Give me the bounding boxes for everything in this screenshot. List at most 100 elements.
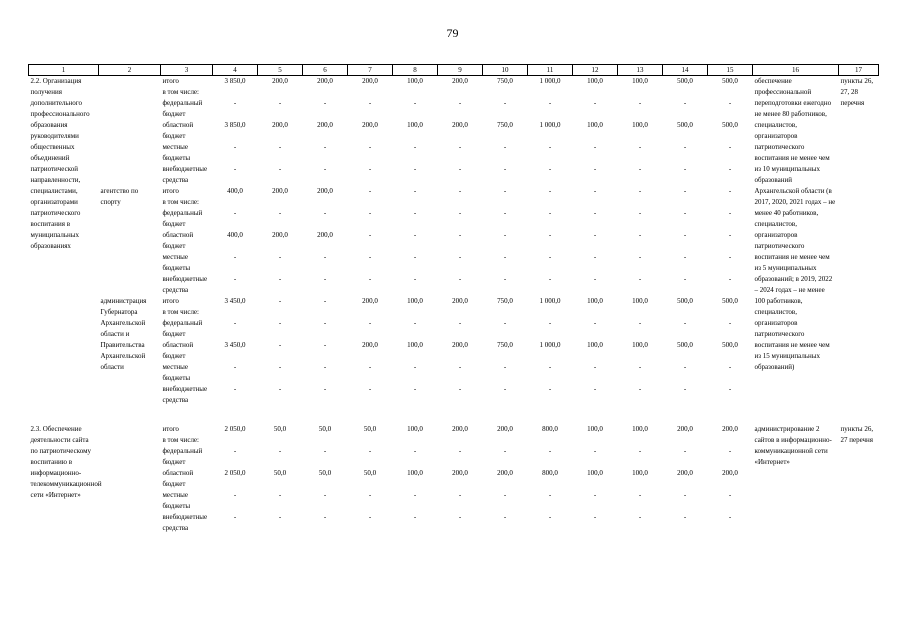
budget-line-label: областной бюджет: [162, 469, 194, 488]
value-cell: [348, 197, 393, 208]
budget-line-label: федеральный бюджет: [162, 99, 203, 118]
value-cell: [483, 435, 528, 446]
value-cell: 200,0: [362, 297, 378, 305]
value-cell: 100,0: [632, 469, 648, 477]
value-cell: 500,0: [722, 341, 738, 349]
value-cell: 3 850,0: [224, 77, 246, 85]
value-cell: -: [278, 143, 282, 151]
value-cell: 200,0: [452, 425, 468, 433]
value-cell: -: [233, 363, 237, 371]
value-cell: -: [323, 253, 327, 261]
table-row: областной бюджет 400,0 200,0 200,0 - - - - - - - - -: [29, 230, 879, 252]
value-cell: -: [593, 99, 597, 107]
value-cell: -: [323, 491, 327, 499]
value-cell: -: [458, 491, 462, 499]
table-row: 2.3. Обеспечение деятельности сайта по п…: [29, 424, 879, 499]
value-cell: 200,0: [452, 341, 468, 349]
value-cell: 200,0: [272, 121, 288, 129]
budget-line-label: внебюджетные средства: [162, 385, 208, 404]
value-cell: 50,0: [318, 469, 332, 477]
value-cell: [213, 435, 258, 446]
budget-line-label: федеральный бюджет: [162, 447, 203, 466]
value-cell: 100,0: [407, 77, 423, 85]
value-cell: -: [503, 275, 507, 283]
value-cell: [618, 87, 663, 98]
page-number: 79: [446, 26, 459, 40]
value-cell: 200,0: [452, 77, 468, 85]
table-row: в том числе:: [29, 435, 879, 446]
value-cell: -: [548, 253, 552, 261]
budget-line-label: федеральный бюджет: [162, 319, 203, 338]
value-cell: 200,0: [497, 425, 513, 433]
value-cell: -: [458, 231, 462, 239]
value-cell: -: [368, 165, 372, 173]
value-cell: -: [728, 209, 732, 217]
value-cell: [663, 87, 708, 98]
column-number-header: 7: [347, 64, 393, 76]
value-cell: -: [323, 297, 327, 305]
value-cell: -: [683, 143, 687, 151]
value-cell: 200,0: [452, 297, 468, 305]
column-number-header: 1: [28, 64, 99, 76]
value-cell: -: [593, 491, 597, 499]
value-cell: [483, 87, 528, 98]
value-cell: -: [323, 385, 327, 393]
value-cell: -: [233, 319, 237, 327]
value-cell: -: [548, 385, 552, 393]
value-cell: -: [728, 513, 732, 521]
value-cell: -: [323, 275, 327, 283]
value-cell: [258, 197, 303, 208]
value-cell: -: [503, 231, 507, 239]
value-cell: 100,0: [407, 121, 423, 129]
value-cell: [438, 307, 483, 318]
value-cell: 3 450,0: [224, 297, 246, 305]
value-cell: -: [683, 363, 687, 371]
value-cell: -: [593, 143, 597, 151]
budget-line-label: областной бюджет: [162, 231, 194, 250]
value-cell: 100,0: [632, 77, 648, 85]
value-cell: -: [593, 513, 597, 521]
value-cell: -: [503, 99, 507, 107]
value-cell: 200,0: [317, 121, 333, 129]
value-cell: -: [548, 363, 552, 371]
value-cell: -: [368, 99, 372, 107]
value-cell: -: [233, 513, 237, 521]
value-cell: 100,0: [587, 77, 603, 85]
value-cell: 100,0: [407, 341, 423, 349]
budget-line-label: областной бюджет: [162, 121, 194, 140]
value-cell: [213, 87, 258, 98]
table-row: внебюджетные средства - - - - - - - - - - - -: [29, 274, 879, 296]
table-row: федеральный бюджет - - - - - - - - - - - -: [29, 208, 879, 230]
budget-line-label: итого: [162, 297, 179, 305]
value-cell: -: [458, 143, 462, 151]
column-number-header: 10: [482, 64, 528, 76]
value-cell: -: [593, 385, 597, 393]
value-cell: [483, 197, 528, 208]
budget-line-label: областной бюджет: [162, 341, 194, 360]
value-cell: -: [278, 297, 282, 305]
value-cell: -: [683, 253, 687, 261]
value-cell: -: [323, 99, 327, 107]
value-cell: 1 000,0: [539, 121, 561, 129]
value-cell: -: [593, 187, 597, 195]
value-cell: -: [413, 491, 417, 499]
value-cell: -: [728, 385, 732, 393]
value-cell: -: [233, 253, 237, 261]
value-cell: -: [278, 165, 282, 173]
value-cell: [213, 307, 258, 318]
value-cell: -: [278, 385, 282, 393]
value-cell: [393, 197, 438, 208]
value-cell: -: [503, 447, 507, 455]
value-cell: -: [323, 363, 327, 371]
value-cell: 200,0: [362, 341, 378, 349]
result-cell: обеспечение профессиональной переподгото…: [754, 77, 836, 371]
value-cell: 500,0: [722, 77, 738, 85]
value-cell: -: [593, 209, 597, 217]
value-cell: -: [413, 165, 417, 173]
table-row: агентство по спорту итого 400,0 200,0 200,0 -…: [29, 186, 879, 206]
value-cell: -: [548, 491, 552, 499]
value-cell: -: [638, 209, 642, 217]
value-cell: 750,0: [497, 341, 513, 349]
table-row: в том числе:: [29, 307, 879, 318]
